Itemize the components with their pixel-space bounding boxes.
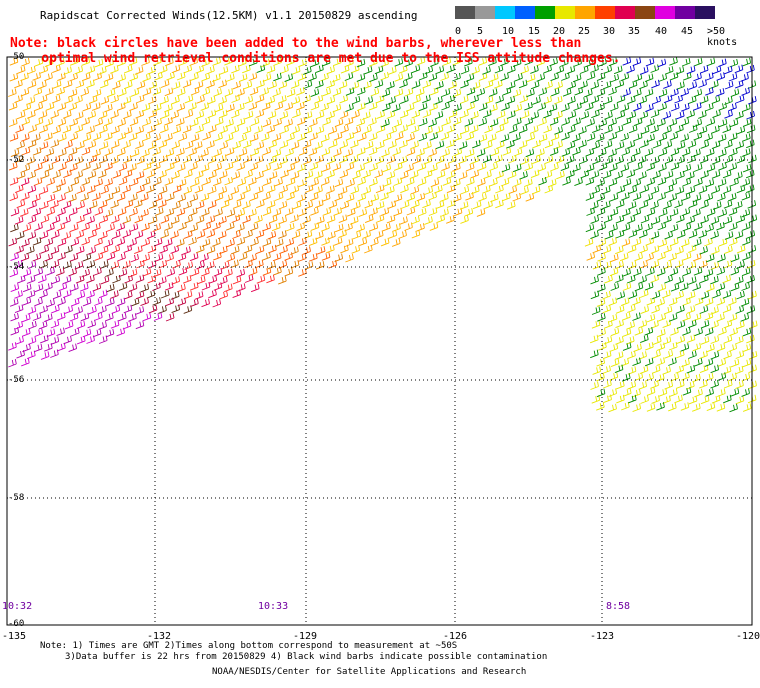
- cb-label-50: >50 knots: [707, 26, 738, 48]
- note-line-1: Note: black circles have been added to t…: [10, 36, 582, 51]
- colorbar-swatch: [695, 6, 715, 19]
- colorbar-swatch: [475, 6, 495, 19]
- cb-label-45: 45: [681, 26, 694, 37]
- wind-barb-group: [34, 57, 720, 270]
- wind-speed-colorbar: 0 5 10 15 20 25 30 35 40 45 >50 knots: [455, 5, 737, 48]
- wind-barb-group: [8, 252, 163, 367]
- colorbar-swatch: [615, 6, 635, 19]
- colorbar-swatch: [675, 6, 695, 19]
- wind-barb-group: [9, 177, 275, 300]
- cb-label-25: 25: [578, 26, 591, 37]
- wind-barb-group: [20, 65, 439, 254]
- time-label-858: 8:58: [606, 601, 631, 612]
- footer-note-2: 3)Data buffer is 22 hrs from 20150829 4)…: [65, 652, 548, 662]
- cb-label-10: 10: [502, 26, 515, 37]
- cb-label-5: 5: [477, 26, 484, 37]
- lon-label-129: -129: [293, 631, 318, 642]
- colorbar-swatch: [635, 6, 655, 19]
- wind-barb-group: [10, 223, 193, 314]
- wind-barb-group: [8, 124, 338, 277]
- wind-barb-group: [10, 177, 260, 308]
- colorbar-swatch: [535, 6, 555, 19]
- colorbar-swatch: [595, 6, 615, 19]
- lat-label-54: -54: [8, 262, 25, 272]
- note-line-2: optimal wind retrieval conditions are me…: [10, 51, 621, 66]
- cb-label-40: 40: [655, 26, 668, 37]
- cb-label-0: 0: [455, 26, 462, 37]
- lon-label-123: -123: [590, 631, 615, 642]
- colorbar-swatch: [555, 6, 575, 19]
- colorbar-swatch: [515, 6, 535, 19]
- footer-note-1: Note: 1) Times are GMT 2)Times along bot…: [40, 641, 458, 651]
- colorbar-swatch: [495, 6, 515, 19]
- attitude-note: Note: black circles have been added to t…: [10, 36, 620, 66]
- colorbar-swatch: [455, 6, 475, 19]
- wind-barb-group: [8, 57, 708, 269]
- wind-barb-group: [622, 57, 757, 120]
- time-label-1033: 10:33: [258, 601, 289, 612]
- cb-label-20: 20: [553, 26, 566, 37]
- wind-barb-group: [8, 231, 199, 322]
- colorbar-swatch: [575, 6, 595, 19]
- lat-label-60: -60: [8, 619, 25, 629]
- lon-label-120: -120: [736, 631, 760, 642]
- wind-barb-group: [10, 133, 344, 285]
- lat-label-58: -58: [8, 493, 25, 503]
- cb-label-15: 15: [528, 26, 541, 37]
- lat-label-52: -52: [8, 155, 25, 165]
- lon-label-126: -126: [443, 631, 468, 642]
- cb-label-35: 35: [628, 26, 641, 37]
- map-title: Rapidscat Corrected Winds(12.5KM) v1.1 2…: [40, 9, 418, 22]
- credit-line: NOAA/NESDIS/Center for Satellite Applica…: [212, 667, 527, 677]
- time-label-1032: 10:32: [2, 601, 33, 612]
- wind-barbs-layer: [8, 56, 758, 413]
- lon-label-132: -132: [147, 631, 172, 642]
- lon-label-135: -135: [2, 631, 27, 642]
- cb-label-30: 30: [603, 26, 616, 37]
- lat-label-56: -56: [8, 375, 25, 385]
- lat-label-50: -50: [8, 52, 25, 62]
- wind-barb-group: [224, 56, 758, 413]
- map-frame: [6, 56, 753, 626]
- colorbar-swatch: [655, 6, 675, 19]
- wind-barb-group: [248, 56, 758, 413]
